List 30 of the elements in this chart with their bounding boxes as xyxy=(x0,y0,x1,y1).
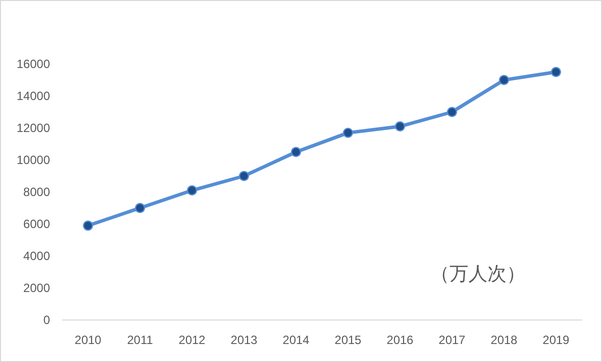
x-tick-label: 2011 xyxy=(127,333,154,347)
point xyxy=(82,220,94,231)
point xyxy=(550,66,562,78)
point xyxy=(342,128,354,138)
point xyxy=(290,146,302,158)
y-tick-label: 16000 xyxy=(16,57,50,71)
point xyxy=(238,170,250,182)
x-tick-label: 2018 xyxy=(490,333,518,347)
x-tick-label: 2016 xyxy=(386,333,414,347)
point xyxy=(186,185,198,196)
x-tick-label: 2017 xyxy=(438,333,466,347)
x-tick-label: 2013 xyxy=(230,333,258,347)
x-tick-label: 2019 xyxy=(542,333,570,347)
y-tick-label: 4000 xyxy=(23,249,50,263)
y-tick-label: 2000 xyxy=(23,281,50,295)
x-tick-label: 2015 xyxy=(334,333,362,347)
x-tick-label: 2014 xyxy=(282,333,310,347)
y-tick-label: 8000 xyxy=(23,185,50,199)
x-tick-label: 2010 xyxy=(74,333,102,347)
y-tick-label: 14000 xyxy=(16,89,50,103)
point xyxy=(498,74,510,86)
annotation: （万人次） xyxy=(430,264,526,285)
x-tick-label: 2012 xyxy=(178,333,206,347)
y-tick-label: 0 xyxy=(43,313,50,327)
y-tick-label: 12000 xyxy=(16,121,50,135)
y-tick-label: 10000 xyxy=(16,153,50,167)
point xyxy=(394,121,406,132)
point xyxy=(134,202,146,214)
point xyxy=(446,106,458,118)
y-tick-label: 6000 xyxy=(23,217,50,231)
